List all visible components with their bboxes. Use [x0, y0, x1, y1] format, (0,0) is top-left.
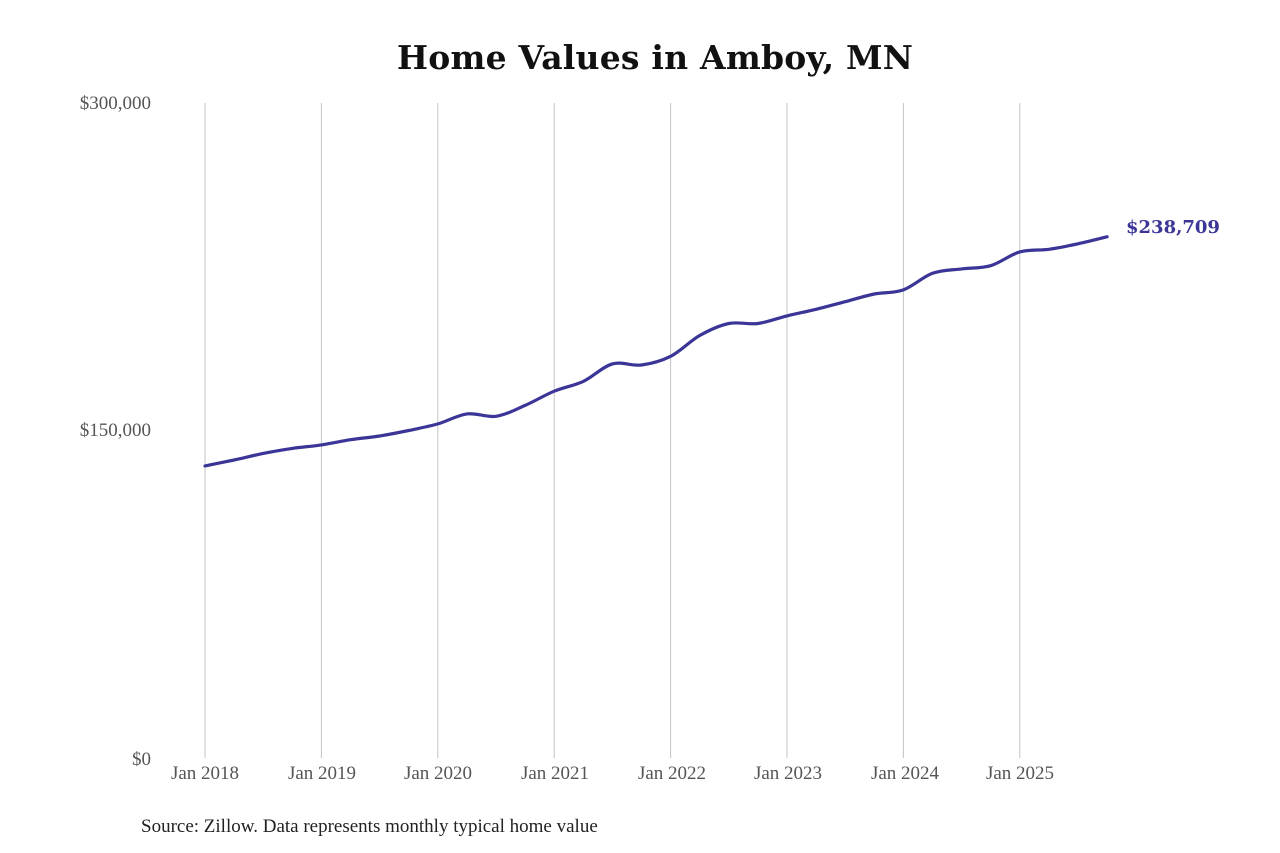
x-tick-2023: Jan 2023: [753, 763, 823, 784]
x-tick-2022: Jan 2022: [637, 763, 707, 784]
x-tick-2020: Jan 2020: [403, 763, 473, 784]
x-tick-2024: Jan 2024: [870, 763, 940, 784]
x-tick-2025: Jan 2025: [985, 763, 1055, 784]
x-tick-2019: Jan 2019: [287, 763, 357, 784]
y-tick-0: $0: [132, 749, 151, 770]
home-value-line: [203, 235, 1109, 468]
y-tick-150000: $150,000: [79, 420, 151, 441]
chart-title: Home Values in Amboy, MN: [396, 38, 914, 77]
y-tick-300000: $300,000: [79, 93, 151, 114]
latest-value-label: $238,709: [1126, 217, 1220, 238]
vertical-gridlines: [204, 103, 1021, 758]
x-tick-2021: Jan 2021: [520, 763, 590, 784]
source-note: Source: Zillow. Data represents monthly …: [141, 816, 598, 837]
x-tick-2018: Jan 2018: [170, 763, 240, 784]
